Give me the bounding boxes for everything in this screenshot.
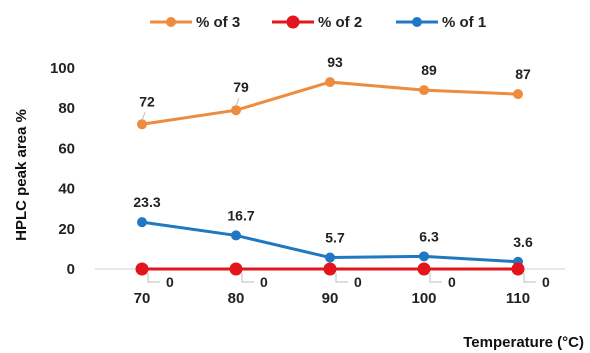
x-tick-label: 100 bbox=[411, 290, 436, 307]
label-leader bbox=[241, 273, 254, 283]
label-leader bbox=[235, 98, 240, 107]
data-label: 93 bbox=[327, 54, 343, 70]
y-tick-label: 60 bbox=[58, 140, 75, 157]
label-leader bbox=[335, 273, 348, 283]
legend-label: % of 2 bbox=[318, 14, 362, 31]
data-label: 0 bbox=[542, 274, 550, 290]
y-axis-ticks: 0 20 40 60 80 100 bbox=[50, 60, 75, 278]
y-axis-title: HPLC peak area % bbox=[13, 109, 30, 241]
series-3: 23.3 16.7 5.7 6.3 3.6 bbox=[133, 194, 533, 267]
series-layer: 23.3 16.7 5.7 6.3 3.6 0 0 0 0 0 72 79 93 89 87 bbox=[133, 54, 550, 290]
data-label: 87 bbox=[515, 66, 531, 82]
x-tick-label: 90 bbox=[322, 290, 339, 307]
data-point bbox=[325, 77, 335, 88]
y-tick-label: 0 bbox=[67, 261, 75, 278]
y-tick-label: 80 bbox=[58, 100, 75, 117]
data-label: 0 bbox=[260, 274, 268, 290]
y-tick-label: 20 bbox=[58, 221, 75, 238]
label-leader bbox=[141, 112, 146, 121]
data-point bbox=[325, 252, 335, 263]
data-label: 3.6 bbox=[513, 234, 533, 250]
legend-item: % of 3 bbox=[150, 14, 240, 31]
x-axis-title: Temperature (°C) bbox=[463, 334, 584, 351]
data-point bbox=[419, 85, 429, 96]
label-leader bbox=[147, 273, 160, 283]
series-1: 72 79 93 89 87 bbox=[137, 54, 531, 130]
x-tick-label: 70 bbox=[134, 290, 151, 307]
data-point bbox=[323, 262, 337, 276]
data-label: 89 bbox=[421, 62, 437, 78]
legend: % of 3 % of 2 % of 1 bbox=[150, 14, 486, 31]
data-point bbox=[135, 262, 149, 276]
legend-label: % of 3 bbox=[196, 14, 240, 31]
legend-marker bbox=[166, 17, 176, 27]
legend-marker bbox=[286, 15, 300, 29]
label-leader bbox=[429, 273, 442, 283]
x-tick-label: 110 bbox=[506, 290, 530, 307]
series-line bbox=[141, 80, 519, 126]
data-label: 5.7 bbox=[325, 230, 345, 246]
data-label: 6.3 bbox=[419, 228, 439, 244]
data-label: 0 bbox=[448, 274, 456, 290]
data-label: 0 bbox=[354, 274, 362, 290]
data-point bbox=[137, 217, 147, 228]
data-label: 23.3 bbox=[133, 194, 160, 210]
data-point bbox=[511, 262, 525, 276]
legend-label: % of 1 bbox=[442, 14, 486, 31]
data-point bbox=[417, 262, 431, 276]
data-label: 0 bbox=[166, 274, 174, 290]
data-point bbox=[231, 230, 241, 241]
x-axis-ticks: 70 80 90 100 110 bbox=[134, 290, 530, 307]
data-point bbox=[513, 89, 523, 100]
data-label: 79 bbox=[233, 79, 249, 95]
data-point bbox=[229, 262, 243, 276]
data-label: 16.7 bbox=[227, 207, 254, 223]
data-point bbox=[137, 119, 147, 130]
legend-item: % of 1 bbox=[396, 14, 486, 31]
y-tick-label: 40 bbox=[58, 181, 75, 198]
series-2: 0 0 0 0 0 bbox=[135, 262, 550, 290]
y-tick-label: 100 bbox=[50, 60, 75, 77]
data-label: 72 bbox=[139, 93, 155, 109]
data-point bbox=[231, 105, 241, 116]
label-leader bbox=[523, 273, 536, 283]
legend-item: % of 2 bbox=[272, 14, 362, 31]
x-tick-label: 80 bbox=[228, 290, 245, 307]
legend-marker bbox=[412, 17, 422, 27]
data-point bbox=[419, 251, 429, 262]
